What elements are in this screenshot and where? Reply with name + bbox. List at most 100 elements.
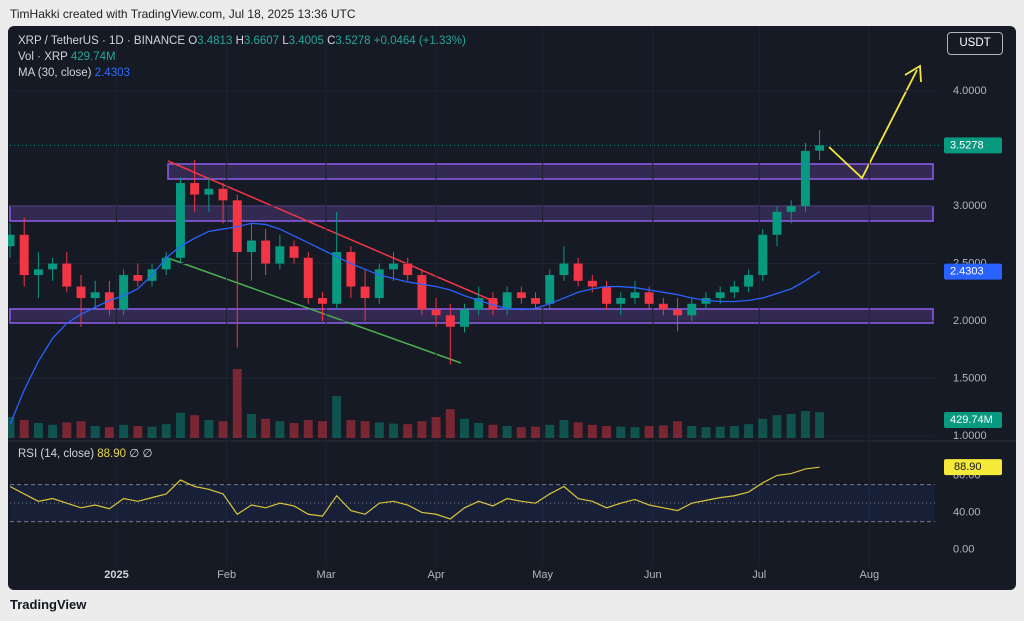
volume-bar: [658, 425, 668, 438]
candle-body: [161, 257, 171, 270]
candle-body: [474, 298, 484, 310]
rsi-badge-bg: [944, 459, 1002, 476]
candle-body: [204, 188, 214, 195]
volume-bar: [204, 420, 214, 438]
candle-body: [218, 188, 228, 201]
trendline: [164, 256, 462, 364]
candle-body: [744, 275, 754, 287]
volume-badge-bg: [944, 412, 1002, 428]
candle-body: [786, 206, 796, 212]
candle-body: [33, 269, 43, 276]
candle-body: [502, 292, 512, 310]
symbol: XRP / TetherUS · 1D · BINANCE: [18, 35, 186, 47]
x-tick-label: Apr: [428, 569, 445, 581]
change: +0.0464 (+1.33%): [373, 35, 466, 47]
y-tick-label: 3.0000: [953, 200, 987, 212]
value: 3.4005: [288, 35, 324, 47]
candle-body: [19, 234, 29, 276]
volume-bar: [232, 369, 242, 438]
volume-bar: [303, 420, 313, 438]
candle-body: [516, 292, 526, 299]
x-tick-label: Aug: [860, 569, 880, 581]
volume-bar: [275, 421, 285, 438]
rsi-band: [10, 484, 935, 522]
volume-bar: [90, 426, 100, 438]
volume-bar: [147, 426, 157, 438]
volume-bar: [786, 414, 796, 438]
label: O: [188, 35, 198, 47]
volume-bar: [502, 426, 512, 438]
candle-body: [431, 309, 441, 316]
candle-body: [630, 292, 640, 299]
volume-bar: [545, 424, 555, 438]
volume-bar: [616, 426, 626, 438]
candle-body: [616, 298, 626, 304]
candle-body: [303, 257, 313, 299]
x-tick-label: Jun: [644, 569, 662, 581]
candle-body: [815, 145, 825, 151]
price-badge-bg: [944, 137, 1002, 154]
x-tick-label: Mar: [317, 569, 336, 581]
candle-body: [445, 315, 455, 327]
candle-body: [261, 240, 271, 264]
credit: TimHakki created with TradingView.com, J…: [10, 7, 356, 21]
candle-body: [90, 292, 100, 299]
volume-bar: [729, 426, 739, 438]
candle-body: [374, 269, 384, 299]
label: H: [235, 35, 244, 47]
candle-body: [133, 275, 143, 281]
legend-volume: Vol · XRP 429.74M: [18, 51, 116, 63]
x-tick-label: Jul: [752, 569, 766, 581]
volume-bar: [800, 411, 810, 438]
y-tick-label: 2.0000: [953, 315, 987, 327]
candle-body: [417, 275, 427, 310]
candle-body: [545, 275, 555, 304]
candle-body: [175, 183, 185, 258]
y-tick-label: 1.0000: [953, 430, 987, 442]
ma-badge-bg: [944, 263, 1002, 280]
candle-body: [275, 246, 285, 264]
price-badge: 3.5278: [950, 139, 984, 151]
candle-body: [346, 252, 356, 287]
volume-bar: [374, 422, 384, 438]
candle-body: [360, 286, 370, 299]
volume-bar: [744, 424, 754, 438]
volume-bar: [119, 424, 129, 438]
candle-body: [48, 263, 58, 270]
arrow-head: [904, 64, 922, 83]
value: 3.5278: [335, 35, 371, 47]
rsi-badge: 88.90: [954, 461, 982, 473]
brand: TradingView: [10, 597, 87, 612]
projection-arrow: [828, 69, 918, 180]
volume-bar: [389, 423, 398, 438]
label: C: [327, 35, 336, 47]
chart-panel: 2025 Feb Mar Apr May Jun Jul Aug 4.0000 3.0000 2.5…: [8, 26, 1016, 590]
currency-button[interactable]: USDT: [947, 32, 1003, 55]
rsi-line: [9, 466, 820, 520]
volume-bar: [687, 426, 697, 438]
value: 3.6607: [243, 35, 280, 47]
candle-body: [673, 309, 683, 316]
candle-body: [76, 286, 86, 299]
candle-body: [729, 286, 739, 293]
legend-price: XRP / TetherUS · 1D · BINANCE O3.4813 H3…: [18, 35, 466, 47]
candle-body: [246, 240, 256, 253]
volume-bar: [360, 421, 370, 438]
volume-bar: [33, 423, 43, 438]
volume-bar: [161, 424, 171, 438]
label: RSI (14, close): [18, 448, 95, 460]
candle-body: [587, 280, 597, 287]
volume-bar: [133, 426, 143, 438]
y-tick-label: 1.5000: [953, 372, 987, 384]
x-tick-label: 2025: [104, 569, 128, 581]
volume-bar: [644, 426, 654, 438]
candle-body: [687, 303, 697, 316]
volume-bar: [559, 420, 569, 438]
candle-body: [289, 246, 299, 258]
candle-body: [318, 298, 327, 304]
candle-body: [403, 263, 413, 276]
legend-rsi: RSI (14, close) 88.90 ∅ ∅: [18, 446, 152, 460]
legend-ma: MA (30, close) 2.4303: [18, 67, 130, 79]
candle-body: [8, 234, 15, 247]
volume-bar: [772, 415, 782, 438]
